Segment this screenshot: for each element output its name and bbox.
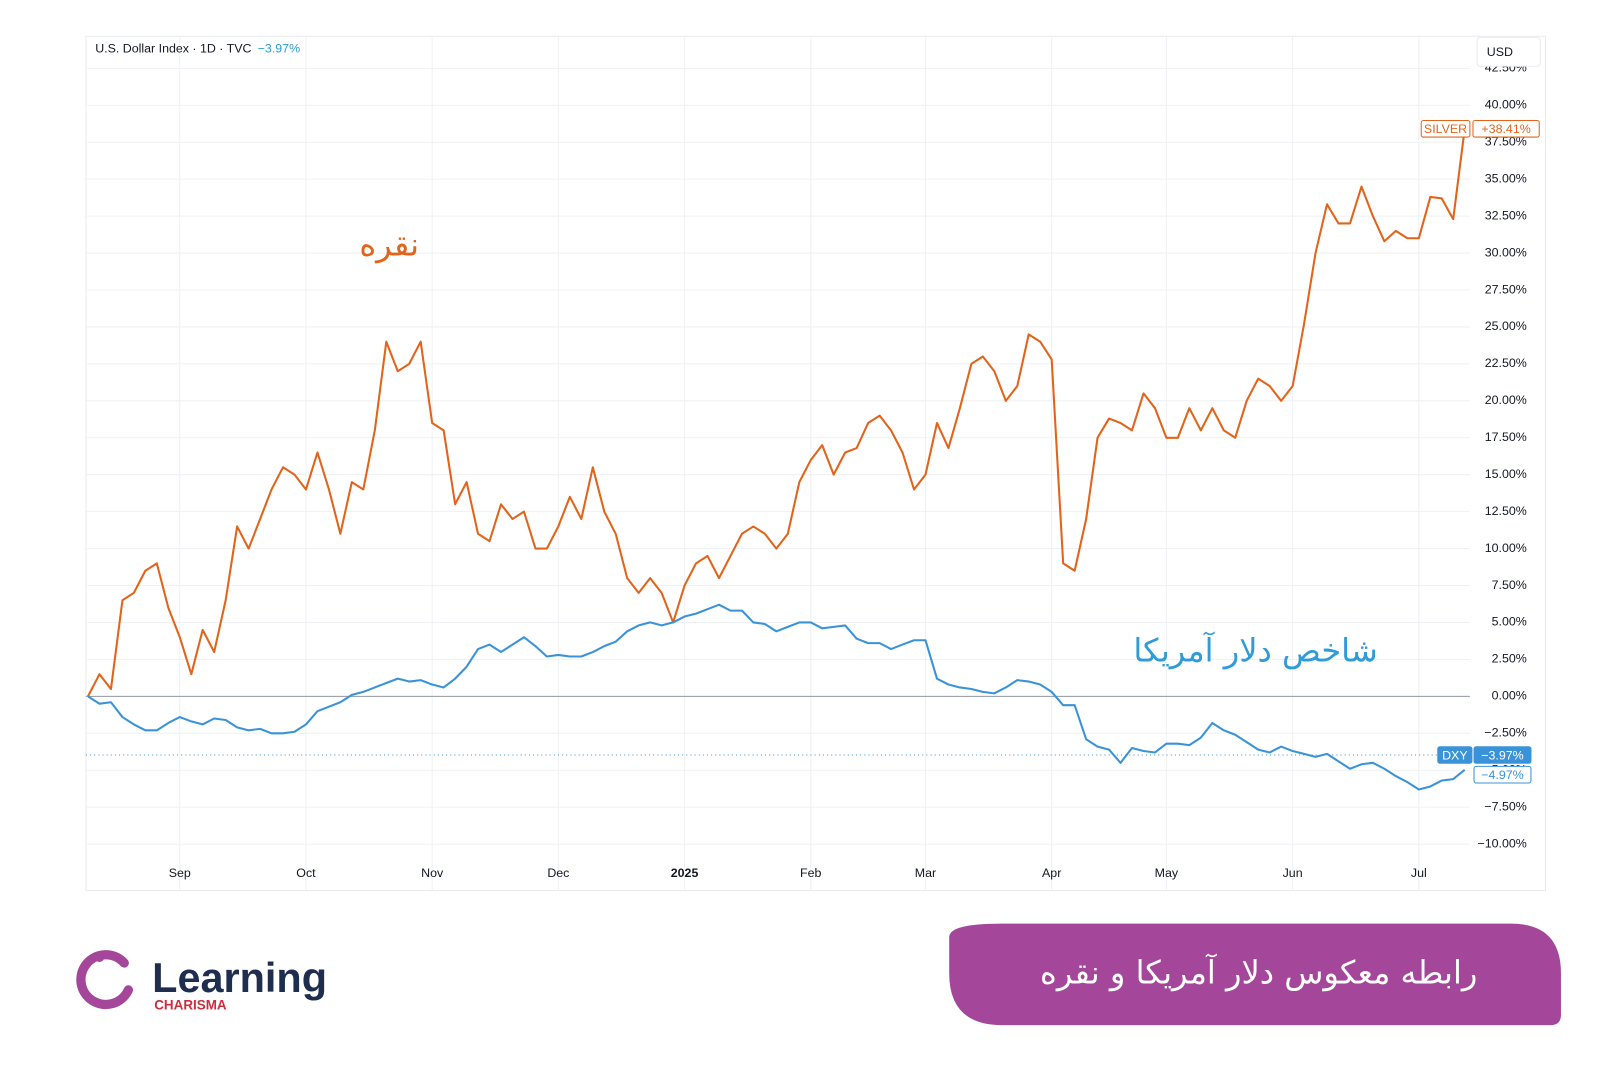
x-tick-label: May xyxy=(1155,866,1179,880)
change: −3.97% xyxy=(258,42,300,56)
logo-icon xyxy=(76,950,134,1010)
series-line xyxy=(87,603,1466,791)
series-tag: SILVER xyxy=(1424,122,1467,136)
x-tick-label: Nov xyxy=(421,866,444,880)
grid xyxy=(85,36,1470,891)
banner xyxy=(949,923,1561,1026)
y-tick-label: 10.00% xyxy=(1485,541,1527,555)
y-tick-label: −2.50% xyxy=(1484,726,1526,740)
logo-dot xyxy=(94,951,105,962)
y-tick-label: 20.00% xyxy=(1485,393,1527,407)
y-tick-label: 27.50% xyxy=(1485,282,1527,296)
series-line xyxy=(87,128,1466,697)
y-tick-label: 5.00% xyxy=(1492,615,1527,629)
logo-name: Learning xyxy=(152,955,327,1001)
reference-label-box xyxy=(1473,746,1532,764)
last-value-label: −4.97% xyxy=(1481,768,1523,782)
currency[interactable]: USD xyxy=(1487,45,1513,59)
y-tick-label: 22.50% xyxy=(1485,356,1527,370)
y-tick-label: 12.50% xyxy=(1485,504,1527,518)
y-tick-label: 2.50% xyxy=(1492,652,1527,666)
y-tick-label: 37.50% xyxy=(1485,135,1527,149)
chart-frame xyxy=(85,35,1546,892)
last-value-label-box xyxy=(1472,119,1540,138)
plot xyxy=(85,128,1470,791)
y-tick-label: 0.00% xyxy=(1492,689,1527,703)
chart-header: U.S. Dollar Index · 1D · TVC −3.97% xyxy=(95,42,300,56)
y-tick-label: −7.50% xyxy=(1484,799,1526,813)
series-tag-box xyxy=(1437,746,1473,764)
series-tag-box xyxy=(1420,119,1471,138)
x-tick-label: Sep xyxy=(169,866,191,880)
x-tick-label: 2025 xyxy=(671,866,699,880)
y-tick-label: 32.50% xyxy=(1485,208,1527,222)
y-tick-label: 17.50% xyxy=(1485,430,1527,444)
y-tick-label: 35.00% xyxy=(1485,171,1527,185)
series-tag: DXY xyxy=(1442,748,1468,762)
x-tick-label: Mar xyxy=(915,866,936,880)
x-tick-label: Jun xyxy=(1283,866,1303,880)
annotation: نقره xyxy=(359,225,419,263)
annotation: شاخص دلار آمریکا xyxy=(1133,630,1377,669)
y-tick-label: −10.00% xyxy=(1477,836,1526,850)
last-value-label: +38.41% xyxy=(1481,122,1530,136)
x-tick-label: Jul xyxy=(1411,866,1427,880)
symbol: U.S. Dollar Index · 1D · TVC xyxy=(95,42,251,56)
x-tick-label: Oct xyxy=(296,866,316,880)
y-tick-label: 7.50% xyxy=(1492,578,1527,592)
y-tick-label: 25.00% xyxy=(1485,319,1527,333)
logo-sub: CHARISMA xyxy=(154,998,227,1013)
x-tick-label: Apr xyxy=(1042,866,1061,880)
x-tick-label: Dec xyxy=(547,866,569,880)
y-tick-label: 30.00% xyxy=(1485,245,1527,259)
y-tick-label: 15.00% xyxy=(1485,467,1527,481)
last-value-label-box xyxy=(1473,765,1532,784)
currency-box[interactable] xyxy=(1476,36,1541,67)
reference-label: −3.97% xyxy=(1481,748,1523,762)
y-tick-label: 40.00% xyxy=(1485,98,1527,112)
banner-text: رابطه معکوس دلار آمریکا و نقره xyxy=(1040,952,1477,991)
axis-labels: Sep Oct Nov Dec 2025 Feb Mar Apr May Jun Jul42.50%… xyxy=(169,61,1540,880)
x-tick-label: Feb xyxy=(800,866,821,880)
